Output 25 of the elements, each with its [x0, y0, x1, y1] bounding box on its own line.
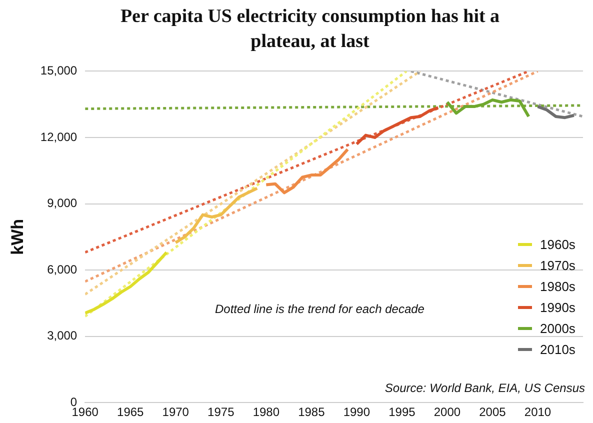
y-tick-label: 6,000 — [47, 262, 78, 276]
y-tick-label: 12,000 — [40, 130, 78, 144]
legend-label: 1990s — [539, 299, 576, 317]
x-tick-label: 1980 — [252, 405, 280, 420]
legend-label: 2000s — [539, 320, 576, 338]
y-tick-label: 9,000 — [47, 196, 78, 210]
annotation: Source: World Bank, EIA, US Census — [384, 381, 585, 395]
x-tick-label: 1985 — [298, 405, 326, 420]
x-tick-label: 1975 — [208, 405, 235, 420]
y-tick-label: 15,000 — [40, 64, 78, 78]
x-tick-label: 2000 — [434, 405, 461, 420]
legend-label: 1980s — [539, 278, 576, 296]
legend-label: 1960s — [539, 236, 576, 254]
x-tick-label: 1970 — [162, 405, 190, 420]
annotation: Dotted line is the trend for each decade — [215, 302, 424, 316]
x-tick-label: 1965 — [117, 405, 144, 420]
legend-label: 1970s — [539, 257, 576, 275]
chart-title: Per capita US electricity consumption has hit a plateau, at last — [120, 5, 500, 54]
legend-label: 2010s — [539, 341, 576, 359]
x-tick-label: 1990 — [343, 405, 370, 420]
x-tick-label: 1995 — [388, 405, 416, 420]
y-tick-label: 3,000 — [47, 328, 78, 343]
y-axis-title: kWh — [8, 218, 27, 255]
x-tick-label: 2005 — [479, 405, 506, 420]
x-tick-label: 2010 — [524, 405, 552, 420]
